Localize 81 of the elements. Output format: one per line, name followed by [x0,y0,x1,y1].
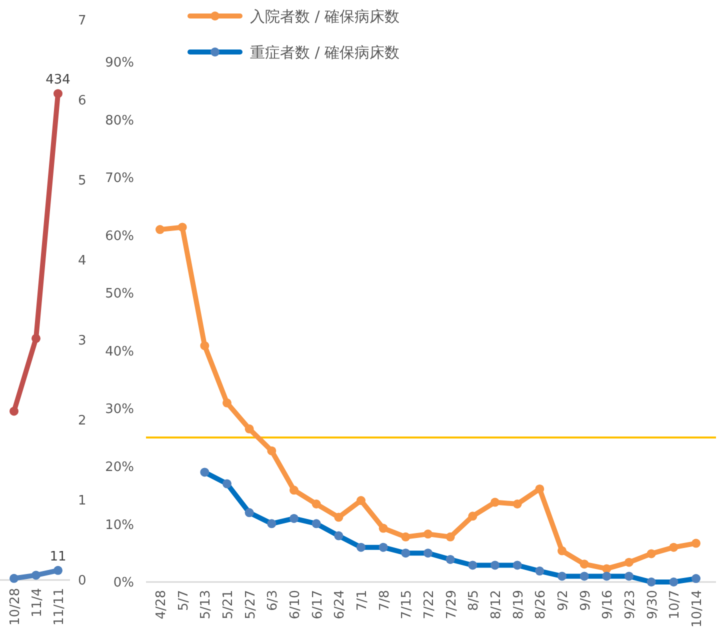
point [10,574,18,583]
y-tick-label: 60% [105,228,134,244]
y-tick-label: 40% [105,344,134,360]
x-tick-label: 9/30 [645,590,660,620]
x-tick-label: 7/15 [400,590,415,620]
y-tick-label: 20% [105,460,134,475]
x-tick-label: 9/9 [578,590,594,611]
x-tick-label: 7/8 [377,590,392,611]
point [32,570,40,580]
point [558,546,566,556]
x-tick-label: 9/23 [623,590,638,620]
annotation: 11 [50,549,66,564]
point [692,538,700,548]
point [646,549,656,558]
point [624,558,634,567]
x-tick-label: 8/26 [534,590,549,620]
point [156,225,164,234]
y-tick-label: 30% [105,402,134,418]
y-tick-label: 70% [105,171,134,186]
y-tick-label: 2 [78,414,86,429]
y-tick-label: 4 [78,254,86,269]
point [401,532,410,542]
x-tick-label: 7/22 [422,590,437,620]
point [222,398,232,408]
point [334,512,344,522]
x-tick-label: 6/10 [288,590,303,620]
point [602,564,612,574]
x-tick-label: 5/13 [198,590,214,620]
y-tick-label: 6 [78,94,86,109]
y-tick-label: 10% [105,518,134,533]
annotation: 434 [46,72,70,88]
y-tick-label: 80% [105,113,134,128]
x-tick-label: 9/16 [600,590,616,620]
point [535,484,544,494]
y-tick-label: 90% [105,56,134,71]
point [32,334,40,343]
point [178,222,187,232]
x-tick-label: 8/12 [489,590,504,620]
point [312,500,321,508]
point [512,500,522,508]
x-tick-label: 10/28 [8,588,23,626]
y-tick-label: 7 [78,14,86,29]
point [424,530,432,539]
x-tick-label: 7/1 [355,590,370,611]
point [10,406,18,416]
x-tick-label: 9/2 [556,590,571,611]
point [290,486,298,495]
x-tick-label: 4/28 [154,590,169,620]
y-tick-label: 50% [105,286,134,302]
y-tick-label: 3 [78,334,86,349]
y-tick-label: 5 [78,174,86,189]
x-tick-label: 6/24 [332,590,348,620]
x-tick-label: 5/21 [221,590,236,620]
x-tick-label: 10/7 [668,590,683,620]
legend-label: 入院者数 / 確保病床数 [250,7,400,26]
x-tick-label: 5/27 [243,590,258,620]
point [669,542,678,552]
x-tick-label: 5/7 [176,590,192,611]
x-tick-label: 8/19 [511,590,526,620]
point [356,496,366,506]
x-tick-label: 6/3 [266,590,281,611]
point [468,512,478,521]
point [378,524,388,533]
x-tick-label: 10/14 [690,590,705,628]
x-tick-label: 8/5 [466,590,482,611]
y-tick-label: 1 [78,494,86,509]
point [490,498,500,507]
point [200,341,210,350]
point [446,532,455,542]
x-tick-label: 6/17 [310,590,326,620]
x-tick-label: 11/11 [52,588,67,626]
y-tick-label: 0% [113,576,134,591]
point [54,89,62,98]
x-tick-label: 7/29 [444,590,460,620]
x-tick-label: 11/4 [30,588,45,618]
point [54,566,62,575]
point [244,424,254,434]
point [580,560,589,569]
y-tick-label: 0 [78,574,86,589]
point [267,446,276,456]
legend-label: 重症者数 / 確保病床数 [250,43,400,62]
